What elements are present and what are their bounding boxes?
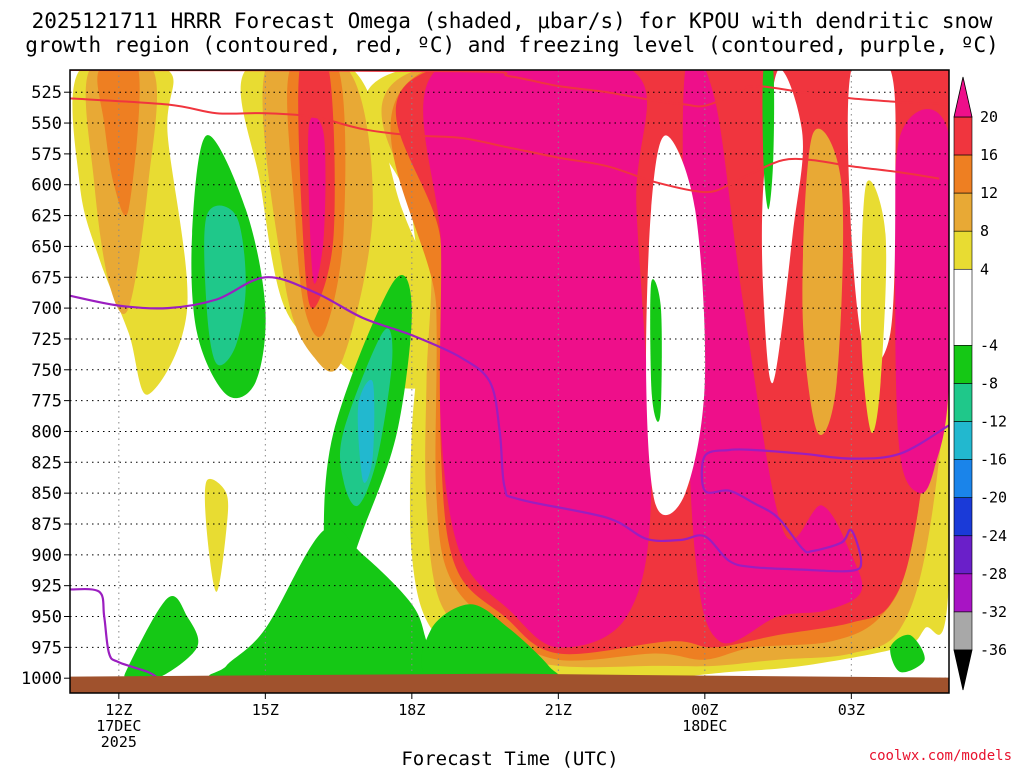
y-tick-label-600: 600 xyxy=(31,176,62,196)
colorbar-label-5: -4 xyxy=(980,336,998,354)
y-tick-label-775: 775 xyxy=(31,392,62,412)
y-tick-label-525: 525 xyxy=(31,83,62,103)
x-tick-label-21-0: 21Z xyxy=(545,701,572,719)
omega-region-26 xyxy=(209,526,450,682)
omega-region-30 xyxy=(650,279,662,422)
omega-region-16 xyxy=(646,135,706,516)
colorbar-label-8: -16 xyxy=(980,451,1007,469)
colorbar-band-0 xyxy=(953,116,973,156)
y-tick-label-725: 725 xyxy=(31,330,62,350)
y-tick-label-675: 675 xyxy=(31,268,62,288)
freezing-level-low-left xyxy=(70,587,159,680)
colorbar-band-4 xyxy=(953,268,973,346)
colorbar-band-1 xyxy=(953,154,973,194)
colorbar-label-10: -24 xyxy=(980,527,1007,545)
y-tick-label-625: 625 xyxy=(31,207,62,227)
y-tick-label-900: 900 xyxy=(31,546,62,566)
omega-shading xyxy=(72,70,949,683)
colorbar-band-2 xyxy=(953,192,973,232)
freezing-level-main xyxy=(70,276,949,573)
dgz-contour-upper xyxy=(70,97,940,194)
x-tick-label-24-1: 18DEC xyxy=(682,717,727,735)
y-tick-label-850: 850 xyxy=(31,484,62,504)
y-tick-label-650: 650 xyxy=(31,237,62,257)
colorbar-label-1: 16 xyxy=(980,146,998,164)
chart-title-line1: 2025121711 HRRR Forecast Omega (shaded, … xyxy=(32,9,993,33)
x-tick-label-12-2: 2025 xyxy=(101,733,137,751)
omega-region-28 xyxy=(421,604,559,683)
colorbar-label-7: -12 xyxy=(980,413,1007,431)
y-tick-label-700: 700 xyxy=(31,299,62,319)
x-tick-label-24-0: 00Z xyxy=(691,701,718,719)
y-tick-label-950: 950 xyxy=(31,608,62,628)
x-tick-label-12-0: 12Z xyxy=(105,701,132,719)
y-tick-label-750: 750 xyxy=(31,361,62,381)
x-tick-label-12-1: 17DEC xyxy=(96,717,141,735)
y-tick-label-925: 925 xyxy=(31,577,62,597)
colorbar-band-7 xyxy=(953,421,973,460)
colorbar-label-3: 8 xyxy=(980,222,989,240)
x-tick-label-15-0: 15Z xyxy=(252,701,279,719)
x-axis-label: Forecast Time (UTC) xyxy=(401,748,618,768)
chart-title-line2: growth region (contoured, red, ºC) and f… xyxy=(25,33,999,57)
colorbar-label-4: 4 xyxy=(980,260,989,278)
y-tick-label-1000: 1000 xyxy=(21,669,62,689)
y-tick-label-875: 875 xyxy=(31,515,62,535)
colorbar: 20 16 12 8 4 -4 -8 -12 -16 -20 -24 -28 -32 -36 xyxy=(953,76,1007,691)
colorbar-label-6: -8 xyxy=(980,375,998,393)
y-tick-label-575: 575 xyxy=(31,145,62,165)
omega-region-27 xyxy=(124,595,199,682)
omega-region-29 xyxy=(762,70,775,210)
omega-region-13 xyxy=(423,70,652,648)
colorbar-bottom-arrow xyxy=(953,649,973,691)
credit-link[interactable]: coolwx.com/models xyxy=(869,748,1012,764)
colorbar-label-9: -20 xyxy=(980,489,1007,507)
colorbar-band-5 xyxy=(953,345,973,384)
colorbar-band-11 xyxy=(953,573,973,613)
y-tick-label-800: 800 xyxy=(31,422,62,442)
omega-region-19 xyxy=(802,128,844,436)
colorbar-label-11: -28 xyxy=(980,565,1007,583)
omega-region-8 xyxy=(204,478,229,592)
terrain-fill xyxy=(70,673,949,693)
y-tick-label-975: 975 xyxy=(31,638,62,658)
plot-frame xyxy=(69,69,950,694)
colorbar-band-9 xyxy=(953,497,973,537)
y-tick-label-550: 550 xyxy=(31,114,62,134)
omega-region-25 xyxy=(357,379,375,483)
y-tick-label-825: 825 xyxy=(31,453,62,473)
dgz-contour-top xyxy=(70,70,949,108)
omega-region-22 xyxy=(204,205,246,366)
x-tick-label-27-0: 03Z xyxy=(838,701,865,719)
colorbar-label-12: -32 xyxy=(980,603,1007,621)
contour-lines xyxy=(70,70,949,680)
colorbar-top-arrow xyxy=(953,76,973,118)
colorbar-band-3 xyxy=(953,230,973,270)
y-axis: 525 550 575 600 625 650 675 700 725 750 775 800 825 8… xyxy=(21,83,70,689)
omega-region-31 xyxy=(890,634,925,673)
omega-region-7 xyxy=(307,116,326,284)
colorbar-band-10 xyxy=(953,535,973,575)
colorbar-label-13: -36 xyxy=(980,641,1007,659)
omega-region-15 xyxy=(894,108,949,494)
colorbar-band-6 xyxy=(953,383,973,422)
colorbar-label-0: 20 xyxy=(980,108,998,126)
x-tick-label-18-0: 18Z xyxy=(398,701,425,719)
colorbar-band-12 xyxy=(953,611,973,651)
colorbar-label-2: 12 xyxy=(980,184,998,202)
omega-region-14 xyxy=(682,70,863,644)
colorbar-band-8 xyxy=(953,459,973,499)
terrain xyxy=(70,673,949,693)
